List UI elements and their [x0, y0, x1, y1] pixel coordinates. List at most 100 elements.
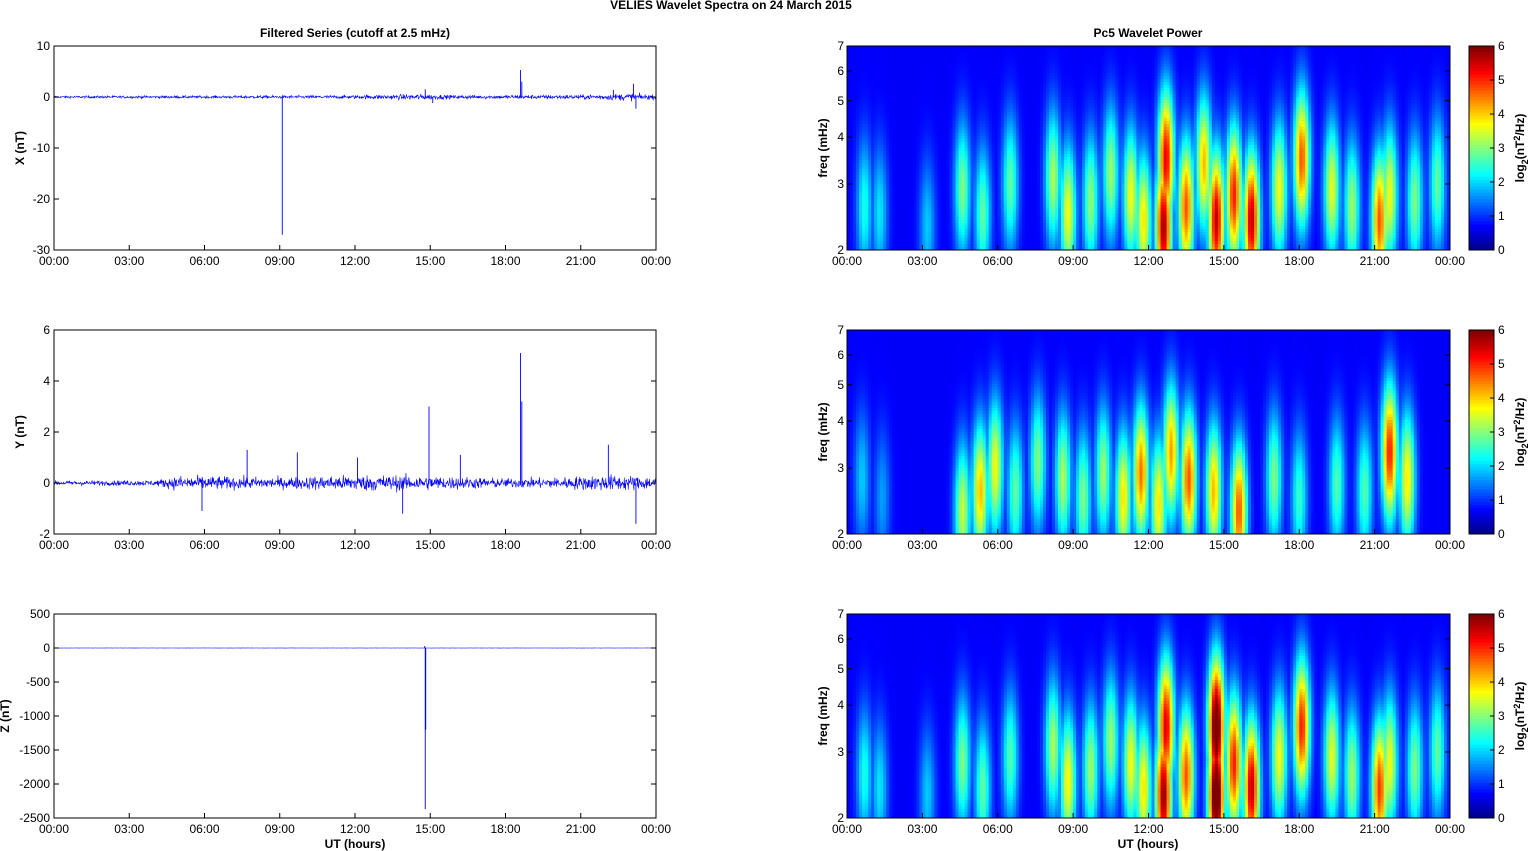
- heatmap-cell: [1004, 49, 1007, 52]
- heatmap-cell: [895, 55, 898, 58]
- heatmap-cell: [850, 217, 853, 220]
- heatmap-cell: [850, 151, 853, 154]
- heatmap-cell: [980, 58, 983, 61]
- heatmap-cell: [898, 187, 901, 190]
- heatmap-cell: [968, 88, 971, 91]
- heatmap-cell: [922, 139, 925, 142]
- heatmap-cell: [928, 220, 931, 223]
- heatmap-cell: [910, 73, 913, 76]
- heatmap-cell: [974, 46, 977, 49]
- heatmap-cell: [880, 181, 883, 184]
- heatmap-cell: [1025, 166, 1028, 169]
- heatmap-cell: [856, 73, 859, 76]
- heatmap-cell: [928, 229, 931, 232]
- heatmap-cell: [880, 193, 883, 196]
- heatmap-cell: [892, 154, 895, 157]
- heatmap-cell: [928, 133, 931, 136]
- heatmap-cell: [862, 64, 865, 67]
- heatmap-cell: [877, 151, 880, 154]
- heatmap-cell: [859, 115, 862, 118]
- heatmap-cell: [937, 160, 940, 163]
- heatmap-cell: [904, 229, 907, 232]
- heatmap-cell: [980, 88, 983, 91]
- heatmap-cell: [974, 109, 977, 112]
- heatmap-cell: [940, 52, 943, 55]
- heatmap-cell: [868, 106, 871, 109]
- heatmap-cell: [877, 94, 880, 97]
- heatmap-cell: [995, 223, 998, 226]
- heatmap-cell: [892, 241, 895, 244]
- heatmap-cell: [1004, 166, 1007, 169]
- heatmap-cell: [901, 64, 904, 67]
- heatmap-cell: [922, 115, 925, 118]
- heatmap-cell: [925, 55, 928, 58]
- heatmap-cell: [1004, 52, 1007, 55]
- heatmap-cell: [895, 157, 898, 160]
- heatmap-cell: [877, 166, 880, 169]
- heatmap-cell: [998, 91, 1001, 94]
- heatmap-cell: [856, 103, 859, 106]
- heatmap-cell: [995, 217, 998, 220]
- heatmap-cell: [847, 91, 850, 94]
- heatmap-cell: [901, 103, 904, 106]
- heatmap-cell: [1013, 130, 1016, 133]
- heatmap-cell: [962, 73, 965, 76]
- heatmap-cell: [907, 151, 910, 154]
- heatmap-cell: [895, 61, 898, 64]
- heatmap-cell: [971, 49, 974, 52]
- heatmap-cell: [1013, 157, 1016, 160]
- heatmap-cell: [883, 235, 886, 238]
- heatmap-cell: [1025, 76, 1028, 79]
- heatmap-cell: [943, 217, 946, 220]
- heatmap-cell: [853, 127, 856, 130]
- heatmap-cell: [940, 244, 943, 247]
- heatmap-cell: [995, 232, 998, 235]
- z-series-ytick-label: 0: [43, 641, 50, 655]
- heatmap-cell: [950, 133, 953, 136]
- heatmap-cell: [928, 100, 931, 103]
- heatmap-cell: [959, 157, 962, 160]
- heatmap-cell: [928, 88, 931, 91]
- heatmap-cell: [907, 124, 910, 127]
- heatmap-cell: [877, 46, 880, 49]
- heatmap-cell: [950, 55, 953, 58]
- heatmap-cell: [868, 52, 871, 55]
- heatmap-cell: [889, 52, 892, 55]
- heatmap-cell: [962, 67, 965, 70]
- heatmap-cell: [983, 166, 986, 169]
- heatmap-cell: [907, 202, 910, 205]
- heatmap-cell: [889, 130, 892, 133]
- heatmap-cell: [862, 226, 865, 229]
- heatmap-cell: [856, 199, 859, 202]
- heatmap-cell: [974, 190, 977, 193]
- heatmap-cell: [953, 193, 956, 196]
- heatmap-cell: [859, 136, 862, 139]
- heatmap-cell: [989, 85, 992, 88]
- heatmap-cell: [913, 109, 916, 112]
- heatmap-cell: [874, 70, 877, 73]
- heatmap-cell: [862, 142, 865, 145]
- heatmap-cell: [980, 130, 983, 133]
- heatmap-cell: [868, 229, 871, 232]
- heatmap-cell: [995, 85, 998, 88]
- heatmap-cell: [928, 223, 931, 226]
- heatmap-cell: [934, 118, 937, 121]
- heatmap-cell: [1034, 238, 1037, 241]
- heatmap-cell: [877, 154, 880, 157]
- heatmap-cell: [916, 175, 919, 178]
- heatmap-cell: [1022, 109, 1025, 112]
- heatmap-cell: [1028, 187, 1031, 190]
- heatmap-cell: [862, 79, 865, 82]
- heatmap-cell: [877, 184, 880, 187]
- heatmap-cell: [868, 178, 871, 181]
- heatmap-cell: [1025, 163, 1028, 166]
- heatmap-cell: [992, 97, 995, 100]
- heatmap-cell: [1025, 130, 1028, 133]
- heatmap-cell: [1031, 130, 1034, 133]
- heatmap-cell: [868, 160, 871, 163]
- heatmap-cell: [892, 172, 895, 175]
- heatmap-cell: [956, 217, 959, 220]
- heatmap-cell: [934, 73, 937, 76]
- heatmap-cell: [880, 73, 883, 76]
- heatmap-cell: [931, 196, 934, 199]
